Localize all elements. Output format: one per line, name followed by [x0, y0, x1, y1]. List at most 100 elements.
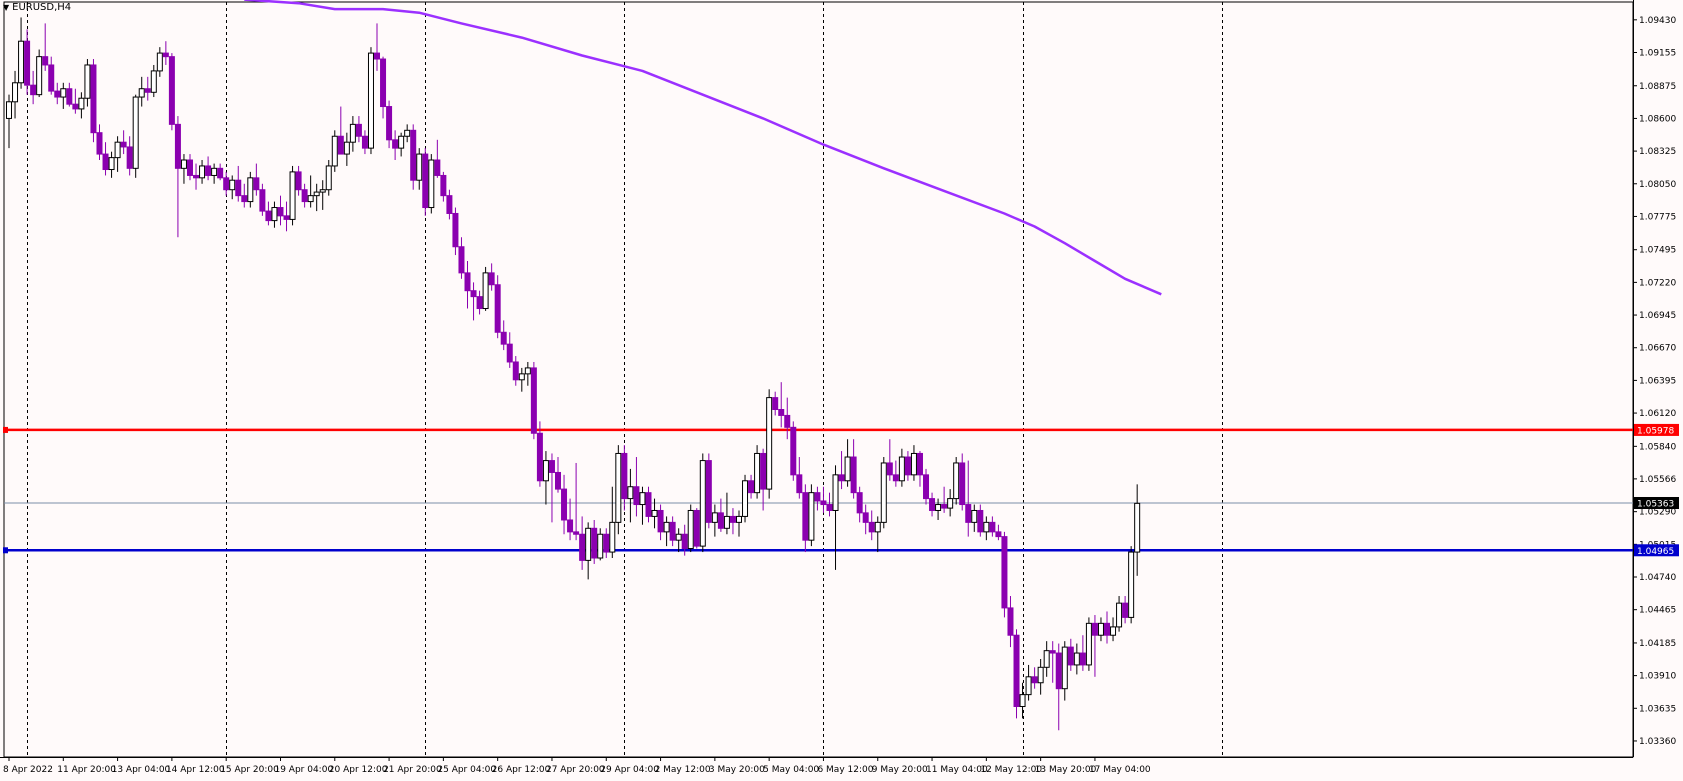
candle: [138, 76, 145, 107]
candle: [1067, 638, 1074, 671]
candle-body-bear: [102, 153, 109, 171]
candle-body-bear: [1067, 646, 1074, 666]
candle: [512, 356, 519, 386]
candle-body-bull: [754, 452, 761, 494]
candle-body-bear: [410, 129, 417, 181]
level-anchor-2: [3, 547, 8, 554]
candle-body-bear: [464, 272, 471, 292]
candle: [657, 504, 664, 541]
candle: [428, 154, 435, 214]
candle-body-bull: [983, 521, 990, 533]
candle: [567, 498, 574, 541]
candle-body-bear: [1091, 622, 1098, 636]
candle-body-bear: [929, 498, 936, 511]
candle-body-bull: [156, 52, 163, 72]
triangle-down-icon[interactable]: ▼: [3, 2, 10, 12]
candle-body-bull: [711, 512, 718, 523]
candle: [1134, 484, 1141, 576]
candle: [494, 275, 501, 339]
candle-body-bear: [72, 103, 79, 110]
candle: [283, 201, 290, 232]
candle: [603, 528, 610, 559]
candle-body-bull: [742, 480, 749, 517]
candle: [18, 17, 25, 89]
candle: [699, 453, 706, 553]
candle-body-bear: [506, 343, 513, 363]
candle: [265, 201, 272, 226]
candle: [404, 124, 411, 143]
candle-body-bear: [476, 296, 483, 310]
candle: [126, 136, 133, 176]
candle: [808, 484, 815, 547]
candle: [1079, 635, 1086, 671]
candle: [585, 522, 592, 580]
candle-body-bull: [1025, 676, 1032, 696]
candle-body-bear: [693, 509, 700, 547]
candle-body-bear: [717, 512, 724, 529]
candle-body-bear: [820, 500, 827, 506]
candle: [802, 484, 809, 553]
candle-body-bear: [96, 132, 103, 155]
candle-body-bear: [1104, 622, 1111, 636]
candle-body-bear: [748, 480, 755, 494]
candle-body-bull: [615, 452, 622, 523]
candle-body-bear: [223, 177, 230, 191]
candle-body-bull: [687, 509, 694, 549]
candle: [597, 528, 604, 561]
candle: [1025, 664, 1032, 701]
candle: [361, 130, 368, 155]
candle-body-bear: [193, 174, 200, 179]
candle: [1007, 596, 1014, 648]
candle-body-bull: [1097, 622, 1104, 636]
y-tick-label: 1.06945: [1639, 311, 1676, 321]
candle: [476, 290, 483, 315]
candle: [645, 486, 652, 523]
candle: [229, 175, 236, 200]
candle: [367, 47, 374, 155]
candle: [488, 263, 495, 291]
candle: [307, 175, 314, 208]
candle: [235, 165, 242, 202]
candle-body-bull: [832, 474, 839, 511]
candle-body-bear: [265, 210, 272, 222]
candle: [904, 451, 911, 481]
candle-body-bull: [199, 165, 206, 179]
candle: [518, 367, 525, 392]
candle-body-bull: [651, 509, 658, 517]
candle: [1019, 682, 1026, 719]
candle-body-bull: [60, 88, 67, 98]
plot-area: [3, 1, 1634, 758]
moving-average-line: [244, 0, 1162, 296]
candle-body-bull: [1128, 551, 1135, 618]
candle: [633, 457, 640, 517]
candle: [174, 116, 181, 238]
candle-body-bear: [916, 452, 923, 476]
level-anchor-1: [3, 426, 8, 433]
candle-body-bull: [1085, 622, 1092, 666]
candle: [156, 47, 163, 77]
candle: [422, 148, 429, 216]
candle-body-bull: [150, 70, 157, 93]
candle-body-bear: [355, 123, 362, 137]
candle: [898, 448, 905, 487]
candle: [826, 492, 833, 517]
candle: [663, 516, 670, 547]
symbol-title: EURUSD,H4: [12, 2, 72, 13]
candle: [1061, 641, 1068, 701]
y-tick-label: 1.06395: [1639, 376, 1676, 386]
candle: [989, 516, 996, 537]
level-price-tag-2-text: 1.04965: [1637, 547, 1674, 557]
candle-body-bull: [325, 165, 332, 191]
candle: [675, 528, 682, 553]
candle: [114, 136, 121, 172]
candle-body-bear: [392, 139, 399, 149]
candle: [54, 82, 61, 105]
candle: [916, 451, 923, 487]
candle-body-bear: [337, 135, 344, 155]
candle: [790, 421, 797, 481]
candle: [144, 76, 151, 101]
candle: [1001, 531, 1008, 618]
y-tick-label: 1.03360: [1639, 737, 1676, 747]
